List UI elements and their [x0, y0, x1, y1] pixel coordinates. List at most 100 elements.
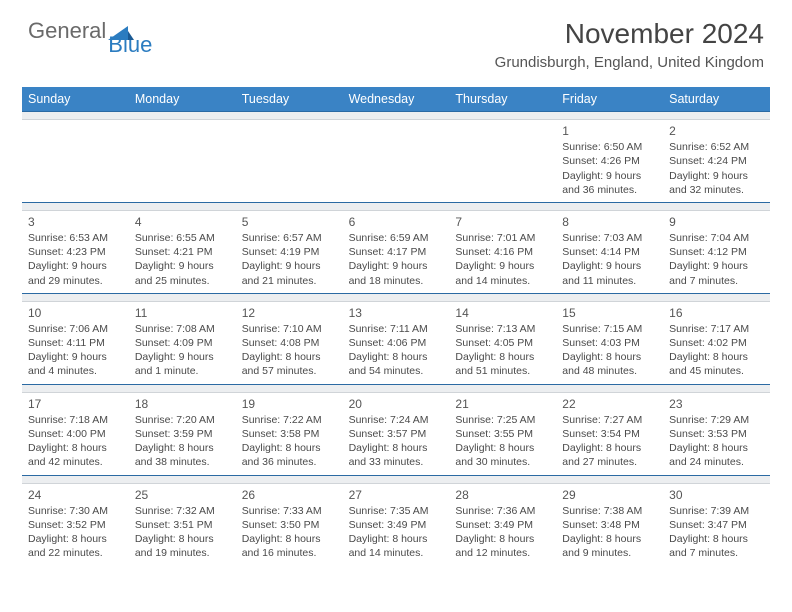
- calendar-cell: 7Sunrise: 7:01 AMSunset: 4:16 PMDaylight…: [449, 211, 556, 293]
- cell-detail: Sunrise: 7:33 AM: [242, 504, 337, 518]
- cell-detail: Sunrise: 6:52 AM: [669, 140, 764, 154]
- logo-text-general: General: [28, 18, 106, 44]
- cell-detail: Daylight: 9 hours: [562, 259, 657, 273]
- calendar-cell: 10Sunrise: 7:06 AMSunset: 4:11 PMDayligh…: [22, 302, 129, 384]
- cell-detail: and 16 minutes.: [242, 546, 337, 560]
- cell-detail: Sunrise: 7:24 AM: [349, 413, 444, 427]
- cell-detail: Sunset: 3:48 PM: [562, 518, 657, 532]
- cell-detail: Daylight: 9 hours: [562, 169, 657, 183]
- cell-detail: Sunrise: 7:35 AM: [349, 504, 444, 518]
- day-number: 17: [28, 396, 123, 412]
- cell-detail: Sunrise: 7:17 AM: [669, 322, 764, 336]
- cell-detail: Sunrise: 7:10 AM: [242, 322, 337, 336]
- day-number: 1: [562, 123, 657, 139]
- cell-detail: and 4 minutes.: [28, 364, 123, 378]
- week-separator: [22, 293, 770, 302]
- cell-detail: and 14 minutes.: [455, 274, 550, 288]
- cell-detail: Sunset: 4:12 PM: [669, 245, 764, 259]
- day-number: 10: [28, 305, 123, 321]
- calendar-cell: [22, 120, 129, 202]
- cell-detail: Daylight: 9 hours: [455, 259, 550, 273]
- cell-detail: and 42 minutes.: [28, 455, 123, 469]
- cell-detail: and 24 minutes.: [669, 455, 764, 469]
- cell-detail: Sunrise: 6:57 AM: [242, 231, 337, 245]
- cell-detail: Sunrise: 7:13 AM: [455, 322, 550, 336]
- cell-detail: Daylight: 9 hours: [28, 259, 123, 273]
- cell-detail: and 33 minutes.: [349, 455, 444, 469]
- cell-detail: Daylight: 8 hours: [349, 532, 444, 546]
- cell-detail: and 9 minutes.: [562, 546, 657, 560]
- calendar-cell: 6Sunrise: 6:59 AMSunset: 4:17 PMDaylight…: [343, 211, 450, 293]
- calendar-cell: 20Sunrise: 7:24 AMSunset: 3:57 PMDayligh…: [343, 393, 450, 475]
- cell-detail: Sunrise: 7:32 AM: [135, 504, 230, 518]
- cell-detail: and 29 minutes.: [28, 274, 123, 288]
- cell-detail: and 25 minutes.: [135, 274, 230, 288]
- cell-detail: and 19 minutes.: [135, 546, 230, 560]
- cell-detail: Daylight: 8 hours: [242, 441, 337, 455]
- day-number: 19: [242, 396, 337, 412]
- calendar-cell: 28Sunrise: 7:36 AMSunset: 3:49 PMDayligh…: [449, 484, 556, 566]
- cell-detail: Sunrise: 6:53 AM: [28, 231, 123, 245]
- calendar-cell: 15Sunrise: 7:15 AMSunset: 4:03 PMDayligh…: [556, 302, 663, 384]
- cell-detail: Sunset: 4:09 PM: [135, 336, 230, 350]
- calendar-cell: 16Sunrise: 7:17 AMSunset: 4:02 PMDayligh…: [663, 302, 770, 384]
- calendar-cell: 5Sunrise: 6:57 AMSunset: 4:19 PMDaylight…: [236, 211, 343, 293]
- calendar-cell: 18Sunrise: 7:20 AMSunset: 3:59 PMDayligh…: [129, 393, 236, 475]
- week-separator: [22, 475, 770, 484]
- calendar-cell: 30Sunrise: 7:39 AMSunset: 3:47 PMDayligh…: [663, 484, 770, 566]
- calendar-cell: [449, 120, 556, 202]
- week-row: 3Sunrise: 6:53 AMSunset: 4:23 PMDaylight…: [22, 211, 770, 293]
- calendar-cell: 11Sunrise: 7:08 AMSunset: 4:09 PMDayligh…: [129, 302, 236, 384]
- cell-detail: Sunset: 4:19 PM: [242, 245, 337, 259]
- calendar-cell: 9Sunrise: 7:04 AMSunset: 4:12 PMDaylight…: [663, 211, 770, 293]
- day-header-row: SundayMondayTuesdayWednesdayThursdayFrid…: [22, 87, 770, 111]
- day-number: 2: [669, 123, 764, 139]
- day-header-cell: Saturday: [663, 87, 770, 111]
- calendar-cell: [129, 120, 236, 202]
- month-title: November 2024: [495, 18, 764, 50]
- cell-detail: Sunrise: 6:50 AM: [562, 140, 657, 154]
- cell-detail: Sunrise: 7:27 AM: [562, 413, 657, 427]
- day-number: 26: [242, 487, 337, 503]
- cell-detail: Sunset: 4:08 PM: [242, 336, 337, 350]
- day-number: 3: [28, 214, 123, 230]
- day-number: 14: [455, 305, 550, 321]
- cell-detail: and 12 minutes.: [455, 546, 550, 560]
- cell-detail: Sunrise: 6:59 AM: [349, 231, 444, 245]
- cell-detail: Sunrise: 7:18 AM: [28, 413, 123, 427]
- cell-detail: Sunset: 4:03 PM: [562, 336, 657, 350]
- cell-detail: Sunrise: 7:03 AM: [562, 231, 657, 245]
- cell-detail: and 1 minute.: [135, 364, 230, 378]
- cell-detail: Sunset: 4:26 PM: [562, 154, 657, 168]
- day-number: 6: [349, 214, 444, 230]
- day-number: 12: [242, 305, 337, 321]
- week-separator: [22, 384, 770, 393]
- cell-detail: Daylight: 8 hours: [28, 532, 123, 546]
- day-number: 16: [669, 305, 764, 321]
- cell-detail: Sunset: 3:57 PM: [349, 427, 444, 441]
- calendar-cell: 27Sunrise: 7:35 AMSunset: 3:49 PMDayligh…: [343, 484, 450, 566]
- day-number: 30: [669, 487, 764, 503]
- calendar-cell: [236, 120, 343, 202]
- cell-detail: Daylight: 9 hours: [135, 259, 230, 273]
- calendar-cell: [343, 120, 450, 202]
- cell-detail: Daylight: 9 hours: [135, 350, 230, 364]
- calendar-cell: 4Sunrise: 6:55 AMSunset: 4:21 PMDaylight…: [129, 211, 236, 293]
- cell-detail: and 22 minutes.: [28, 546, 123, 560]
- cell-detail: Daylight: 9 hours: [669, 169, 764, 183]
- calendar-cell: 25Sunrise: 7:32 AMSunset: 3:51 PMDayligh…: [129, 484, 236, 566]
- calendar-cell: 13Sunrise: 7:11 AMSunset: 4:06 PMDayligh…: [343, 302, 450, 384]
- cell-detail: and 45 minutes.: [669, 364, 764, 378]
- logo-text-blue: Blue: [108, 32, 152, 58]
- cell-detail: and 32 minutes.: [669, 183, 764, 197]
- cell-detail: and 51 minutes.: [455, 364, 550, 378]
- calendar-cell: 1Sunrise: 6:50 AMSunset: 4:26 PMDaylight…: [556, 120, 663, 202]
- day-number: 28: [455, 487, 550, 503]
- cell-detail: and 18 minutes.: [349, 274, 444, 288]
- cell-detail: Sunset: 3:52 PM: [28, 518, 123, 532]
- cell-detail: Sunrise: 7:04 AM: [669, 231, 764, 245]
- cell-detail: Sunset: 4:11 PM: [28, 336, 123, 350]
- day-header-cell: Monday: [129, 87, 236, 111]
- cell-detail: Sunset: 4:06 PM: [349, 336, 444, 350]
- cell-detail: Sunset: 4:24 PM: [669, 154, 764, 168]
